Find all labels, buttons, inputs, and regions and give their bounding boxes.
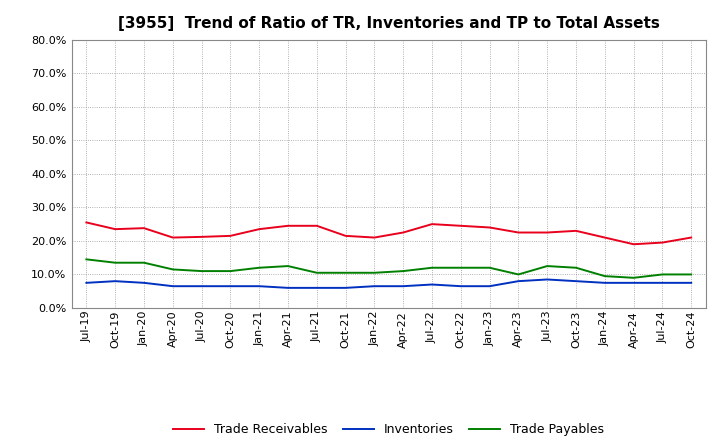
Trade Payables [140,260,148,265]
Trade Payables [255,265,264,270]
Inventories [399,283,408,289]
Trade Receivables [226,233,235,238]
Trade Payables [399,268,408,274]
Inventories [284,285,292,290]
Line: Trade Receivables: Trade Receivables [86,223,691,244]
Trade Receivables [284,223,292,228]
Trade Payables [485,265,494,270]
Trade Receivables [255,227,264,232]
Inventories [629,280,638,286]
Trade Payables [197,268,206,274]
Inventories [572,279,580,284]
Trade Payables [428,265,436,270]
Trade Receivables [341,233,350,238]
Trade Payables [226,268,235,274]
Trade Payables [514,272,523,277]
Inventories [600,280,609,286]
Trade Receivables [312,223,321,228]
Inventories [255,283,264,289]
Inventories [82,280,91,286]
Trade Payables [629,275,638,280]
Inventories [456,283,465,289]
Trade Receivables [629,242,638,247]
Trade Receivables [168,235,177,240]
Inventories [485,283,494,289]
Inventories [341,285,350,290]
Trade Payables [370,270,379,275]
Trade Receivables [428,221,436,227]
Trade Payables [456,265,465,270]
Trade Receivables [485,225,494,230]
Trade Receivables [600,235,609,240]
Trade Payables [168,267,177,272]
Trade Payables [82,257,91,262]
Trade Receivables [197,234,206,239]
Legend: Trade Receivables, Inventories, Trade Payables: Trade Receivables, Inventories, Trade Pa… [168,418,609,440]
Title: [3955]  Trend of Ratio of TR, Inventories and TP to Total Assets: [3955] Trend of Ratio of TR, Inventories… [118,16,660,32]
Trade Receivables [82,220,91,225]
Inventories [140,280,148,286]
Line: Inventories: Inventories [86,279,691,288]
Trade Receivables [687,235,696,240]
Line: Trade Payables: Trade Payables [86,259,691,278]
Trade Payables [111,260,120,265]
Trade Payables [284,264,292,269]
Inventories [168,283,177,289]
Trade Payables [687,272,696,277]
Inventories [226,283,235,289]
Trade Payables [543,264,552,269]
Inventories [428,282,436,287]
Trade Receivables [514,230,523,235]
Trade Payables [600,274,609,279]
Trade Receivables [543,230,552,235]
Inventories [543,277,552,282]
Trade Payables [572,265,580,270]
Trade Payables [658,272,667,277]
Inventories [370,283,379,289]
Inventories [312,285,321,290]
Trade Payables [341,270,350,275]
Inventories [514,279,523,284]
Inventories [687,280,696,286]
Inventories [111,279,120,284]
Inventories [197,283,206,289]
Inventories [658,280,667,286]
Trade Receivables [399,230,408,235]
Trade Receivables [140,226,148,231]
Trade Payables [312,270,321,275]
Trade Receivables [658,240,667,245]
Trade Receivables [111,227,120,232]
Trade Receivables [456,223,465,228]
Trade Receivables [572,228,580,234]
Trade Receivables [370,235,379,240]
